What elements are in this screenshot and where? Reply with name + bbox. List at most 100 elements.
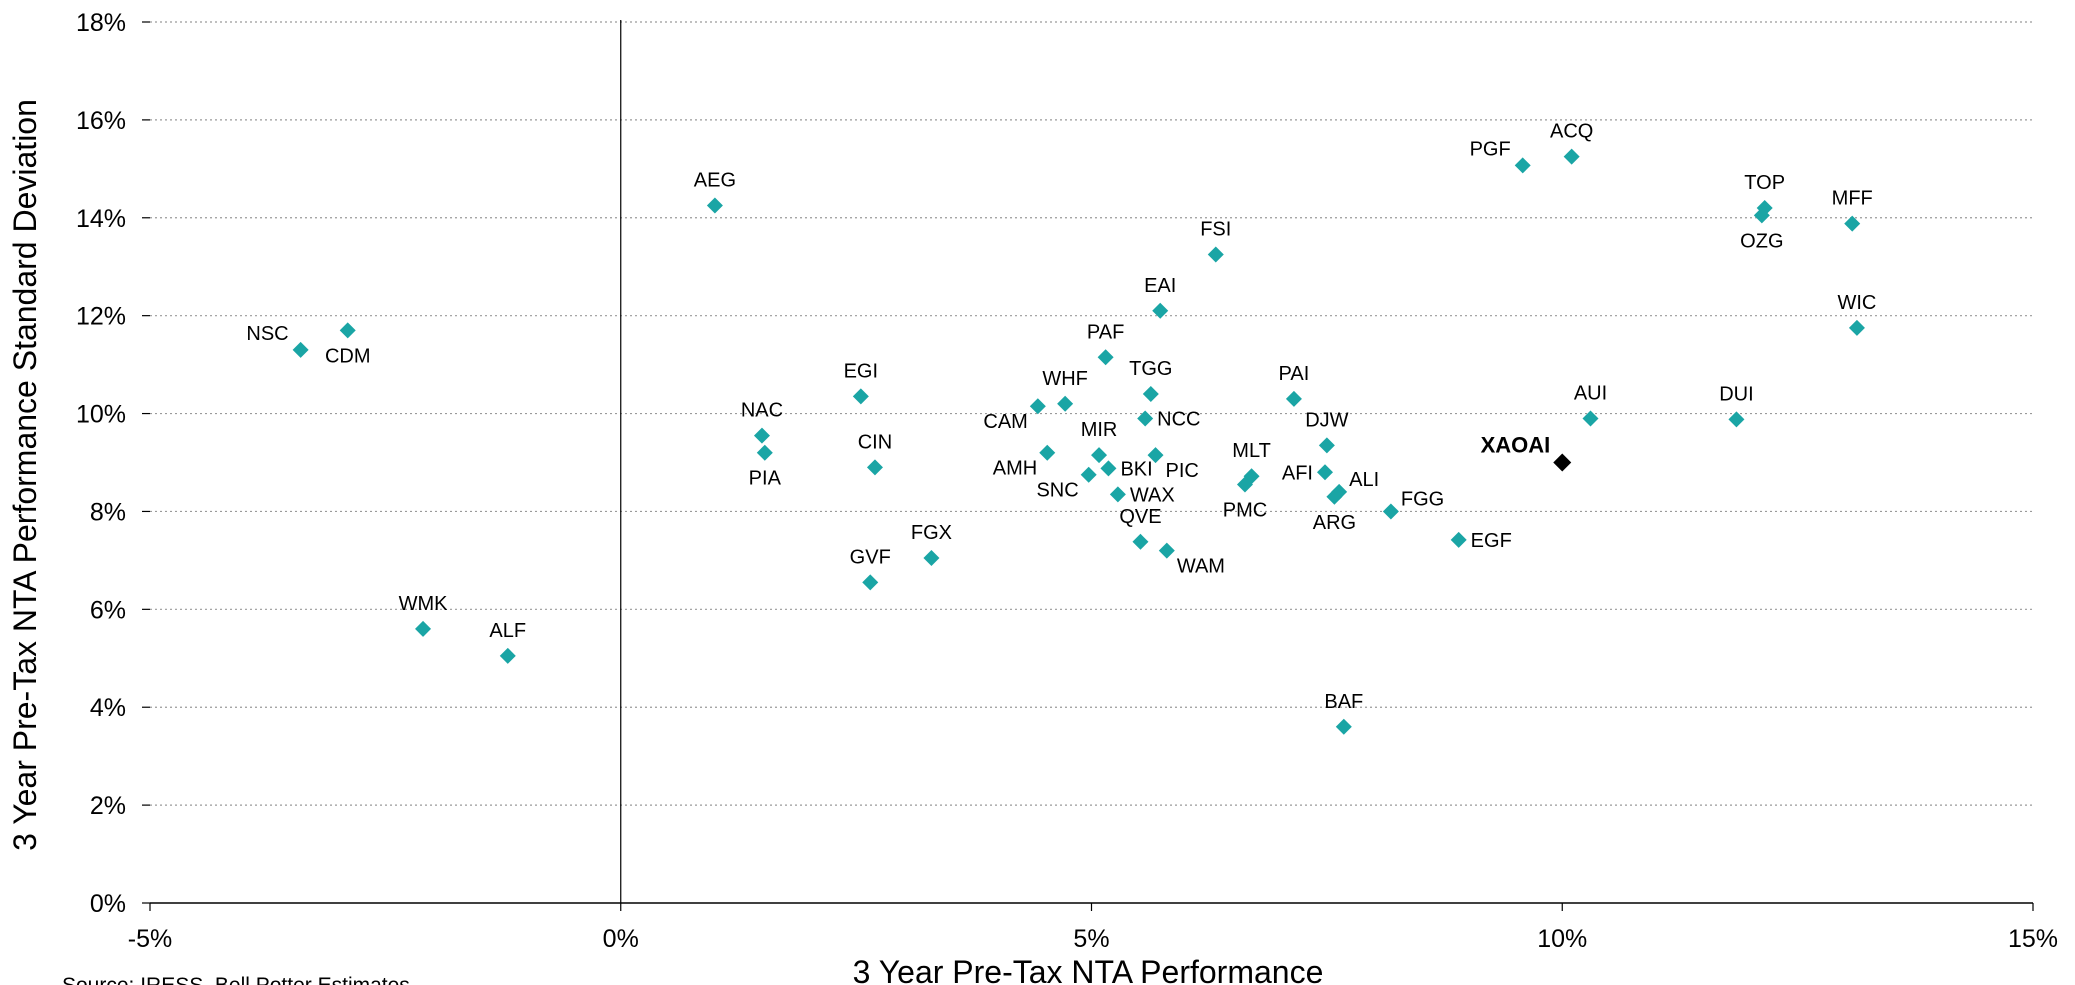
point-pic xyxy=(1147,447,1164,464)
label-gvf: GVF xyxy=(850,546,891,568)
point-wmk xyxy=(415,620,432,637)
point-ncc xyxy=(1137,410,1154,427)
label-wax: WAX xyxy=(1130,484,1175,506)
x-tick-labels: -5% 0% 5% 10% 15% xyxy=(128,925,2058,953)
y-tick-label: 2% xyxy=(90,792,126,820)
label-eai: EAI xyxy=(1144,275,1176,297)
label-xaoai: XAOAI xyxy=(1481,433,1551,458)
x-tick-label: 5% xyxy=(1073,925,1109,953)
label-acq: ACQ xyxy=(1550,121,1593,143)
x-axis-title: 3 Year Pre-Tax NTA Performance xyxy=(853,954,1324,985)
label-pia: PIA xyxy=(749,468,782,490)
point-fgg xyxy=(1382,503,1399,520)
label-paf: PAF xyxy=(1087,321,1124,343)
point-wic xyxy=(1848,319,1865,336)
x-tick-label: -5% xyxy=(128,925,172,953)
label-nsc: NSC xyxy=(246,323,288,345)
point-fsi xyxy=(1207,246,1224,263)
point-alf xyxy=(499,647,516,664)
y-axis-title: 3 Year Pre-Tax NTA Performance Standard … xyxy=(7,99,43,851)
label-ncc: NCC xyxy=(1157,408,1200,430)
point-dui xyxy=(1728,411,1745,428)
label-qve: QVE xyxy=(1119,506,1161,528)
point-ozg xyxy=(1753,207,1770,224)
label-fgg: FGG xyxy=(1401,488,1444,510)
label-afi: AFI xyxy=(1282,462,1313,484)
data-points xyxy=(292,148,1865,735)
label-whf: WHF xyxy=(1042,368,1088,390)
point-xaoai xyxy=(1553,453,1572,472)
y-tick-label: 6% xyxy=(90,596,126,624)
point-baf xyxy=(1335,718,1352,735)
label-cam: CAM xyxy=(983,411,1027,433)
label-egi: EGI xyxy=(844,360,878,382)
label-dui: DUI xyxy=(1719,383,1753,405)
label-snc: SNC xyxy=(1036,480,1078,502)
label-pgf: PGF xyxy=(1470,138,1511,160)
label-alf: ALF xyxy=(489,620,526,642)
label-wic: WIC xyxy=(1837,292,1876,314)
label-ozg: OZG xyxy=(1740,230,1783,252)
point-pgf xyxy=(1514,157,1531,174)
label-fsi: FSI xyxy=(1200,218,1231,240)
point-djw xyxy=(1318,437,1335,454)
point-wam xyxy=(1158,542,1175,559)
y-tick-label: 18% xyxy=(76,9,126,37)
label-mir: MIR xyxy=(1081,419,1118,441)
y-tick-label: 14% xyxy=(76,205,126,233)
point-gvf xyxy=(862,574,879,591)
label-aui: AUI xyxy=(1574,382,1607,404)
label-fgx: FGX xyxy=(911,522,952,544)
point-mff xyxy=(1844,215,1861,232)
y-tick-label: 16% xyxy=(76,107,126,135)
label-mlt: MLT xyxy=(1232,440,1271,462)
point-cin xyxy=(866,459,883,476)
label-ali: ALI xyxy=(1349,469,1379,491)
point-pmc xyxy=(1236,476,1253,493)
point-wax xyxy=(1109,486,1126,503)
label-pic: PIC xyxy=(1166,460,1199,482)
x-tick-label: 0% xyxy=(603,925,639,953)
label-baf: BAF xyxy=(1324,691,1363,713)
label-top: TOP xyxy=(1744,172,1785,194)
label-pai: PAI xyxy=(1279,363,1310,385)
point-amh xyxy=(1039,444,1056,461)
point-nac xyxy=(753,427,770,444)
label-tgg: TGG xyxy=(1129,358,1172,380)
point-eai xyxy=(1152,302,1169,319)
point-cam xyxy=(1029,398,1046,415)
label-nac: NAC xyxy=(741,400,783,422)
label-arg: ARG xyxy=(1313,512,1356,534)
point-aui xyxy=(1582,410,1599,427)
label-aeg: AEG xyxy=(694,170,736,192)
y-tick-label: 10% xyxy=(76,401,126,429)
source-note: Source: IRESS, Bell Potter Estimates xyxy=(62,974,410,985)
label-bki: BKI xyxy=(1120,458,1152,480)
point-mir xyxy=(1091,447,1108,464)
y-tick-label: 4% xyxy=(90,694,126,722)
point-pai xyxy=(1285,390,1302,407)
point-fgx xyxy=(923,549,940,566)
x-tick-label: 15% xyxy=(2008,925,2058,953)
point-snc xyxy=(1080,466,1097,483)
point-paf xyxy=(1097,349,1114,366)
x-tick-label: 10% xyxy=(1537,925,1587,953)
point-qve xyxy=(1132,533,1149,550)
y-tick-label: 8% xyxy=(90,498,126,526)
y-tick-labels: 0% 2% 4% 6% 8% 10% 12% 14% 16% 18% xyxy=(76,9,126,918)
grid-lines xyxy=(150,21,2033,806)
point-acq xyxy=(1563,148,1580,165)
label-pmc: PMC xyxy=(1223,500,1267,522)
point-nsc xyxy=(292,341,309,358)
point-labels: NSC CDM WMK ALF AEG NAC PIA EGI CIN GVF FGX CAM WHF A… xyxy=(246,121,1876,713)
y-tick-label: 0% xyxy=(90,890,126,918)
label-djw: DJW xyxy=(1305,409,1348,431)
label-cin: CIN xyxy=(858,431,892,453)
point-pia xyxy=(756,444,773,461)
point-whf xyxy=(1057,395,1074,412)
point-aeg xyxy=(706,197,723,214)
point-bki xyxy=(1100,460,1117,477)
point-cdm xyxy=(339,322,356,339)
point-afi xyxy=(1316,464,1333,481)
